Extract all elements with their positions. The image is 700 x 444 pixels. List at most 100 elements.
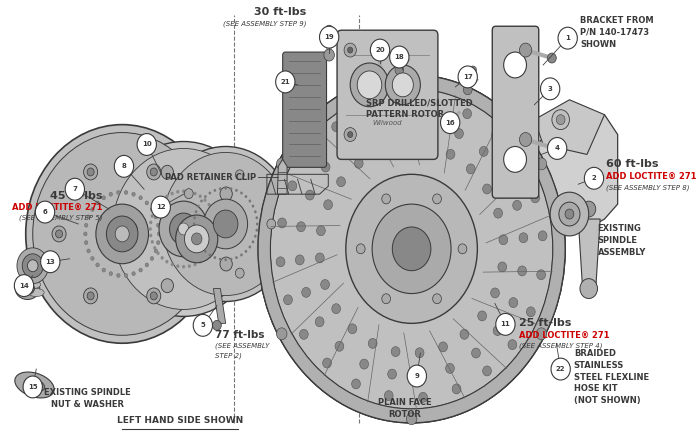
Circle shape	[216, 227, 218, 231]
Circle shape	[192, 233, 202, 245]
Circle shape	[300, 329, 308, 339]
FancyBboxPatch shape	[492, 26, 539, 198]
Ellipse shape	[18, 265, 34, 273]
Circle shape	[162, 152, 289, 296]
Circle shape	[356, 244, 365, 254]
Circle shape	[430, 97, 439, 107]
Circle shape	[344, 43, 356, 57]
Circle shape	[200, 246, 203, 249]
Circle shape	[204, 195, 206, 198]
Text: STEP 2): STEP 2)	[215, 353, 242, 359]
Text: ROTOR: ROTOR	[388, 410, 421, 419]
Circle shape	[494, 325, 502, 336]
Circle shape	[147, 288, 161, 304]
Circle shape	[235, 268, 244, 278]
Circle shape	[372, 204, 451, 293]
Circle shape	[102, 196, 106, 200]
Text: STEEL FLEXLINE: STEEL FLEXLINE	[574, 373, 649, 381]
Text: SPINDLE: SPINDLE	[598, 236, 638, 246]
Circle shape	[165, 194, 169, 198]
Circle shape	[215, 221, 218, 224]
Text: 13: 13	[46, 259, 55, 265]
Circle shape	[220, 257, 232, 271]
Circle shape	[176, 215, 218, 263]
Circle shape	[160, 198, 164, 202]
Text: 7: 7	[72, 186, 77, 192]
Circle shape	[87, 215, 90, 219]
Circle shape	[225, 187, 227, 190]
Text: ASSEMBLY: ASSEMBLY	[598, 248, 646, 258]
Circle shape	[182, 190, 186, 193]
Text: (NOT SHOWN): (NOT SHOWN)	[574, 396, 640, 405]
Circle shape	[96, 204, 148, 264]
Circle shape	[214, 214, 216, 218]
Circle shape	[297, 222, 305, 232]
Circle shape	[498, 262, 507, 272]
Circle shape	[559, 202, 580, 226]
Circle shape	[463, 109, 472, 119]
Circle shape	[209, 191, 211, 194]
Circle shape	[419, 392, 428, 402]
Text: SHOWN: SHOWN	[580, 40, 616, 49]
Circle shape	[395, 65, 404, 75]
Polygon shape	[527, 115, 617, 259]
Circle shape	[219, 258, 221, 261]
Circle shape	[132, 192, 135, 196]
Circle shape	[117, 190, 120, 194]
Circle shape	[258, 75, 565, 423]
Circle shape	[197, 240, 199, 243]
Text: 21: 21	[281, 79, 290, 85]
Text: 15: 15	[28, 384, 38, 390]
Text: ADD LOCTITE® 271: ADD LOCTITE® 271	[519, 331, 609, 340]
Ellipse shape	[15, 372, 54, 398]
Circle shape	[350, 63, 389, 107]
Text: 2: 2	[592, 175, 596, 181]
Circle shape	[580, 279, 598, 298]
Circle shape	[494, 208, 503, 218]
Circle shape	[145, 201, 148, 205]
Circle shape	[368, 338, 377, 349]
Circle shape	[150, 257, 154, 261]
Circle shape	[454, 129, 463, 139]
Circle shape	[235, 170, 244, 180]
Circle shape	[321, 280, 330, 289]
Circle shape	[159, 201, 208, 257]
Circle shape	[256, 216, 258, 219]
Ellipse shape	[25, 378, 45, 392]
Circle shape	[193, 222, 195, 226]
Circle shape	[391, 347, 400, 357]
Circle shape	[446, 363, 454, 373]
Circle shape	[433, 294, 442, 304]
Circle shape	[154, 249, 158, 253]
Circle shape	[552, 110, 569, 130]
Circle shape	[360, 359, 368, 369]
Circle shape	[145, 263, 148, 267]
Circle shape	[335, 341, 344, 351]
Circle shape	[537, 270, 545, 280]
Circle shape	[551, 358, 570, 380]
Circle shape	[214, 256, 216, 259]
Circle shape	[343, 140, 351, 150]
Circle shape	[41, 251, 60, 273]
Circle shape	[547, 138, 567, 159]
Circle shape	[316, 226, 326, 236]
Circle shape	[161, 165, 174, 179]
Circle shape	[558, 27, 577, 49]
Text: NUT & WASHER: NUT & WASHER	[50, 400, 124, 409]
Circle shape	[492, 130, 500, 139]
Circle shape	[96, 201, 99, 205]
Circle shape	[278, 218, 286, 228]
Text: 45 ft-lbs: 45 ft-lbs	[50, 191, 103, 201]
Circle shape	[307, 148, 315, 158]
Circle shape	[538, 231, 547, 241]
Circle shape	[27, 260, 38, 272]
Circle shape	[276, 71, 295, 93]
Circle shape	[256, 229, 258, 232]
Circle shape	[109, 192, 113, 196]
FancyBboxPatch shape	[283, 52, 326, 167]
Circle shape	[395, 95, 405, 105]
Text: BRACKET FROM: BRACKET FROM	[580, 16, 654, 25]
Text: 6: 6	[43, 209, 48, 215]
Circle shape	[149, 221, 153, 224]
Circle shape	[319, 26, 339, 48]
